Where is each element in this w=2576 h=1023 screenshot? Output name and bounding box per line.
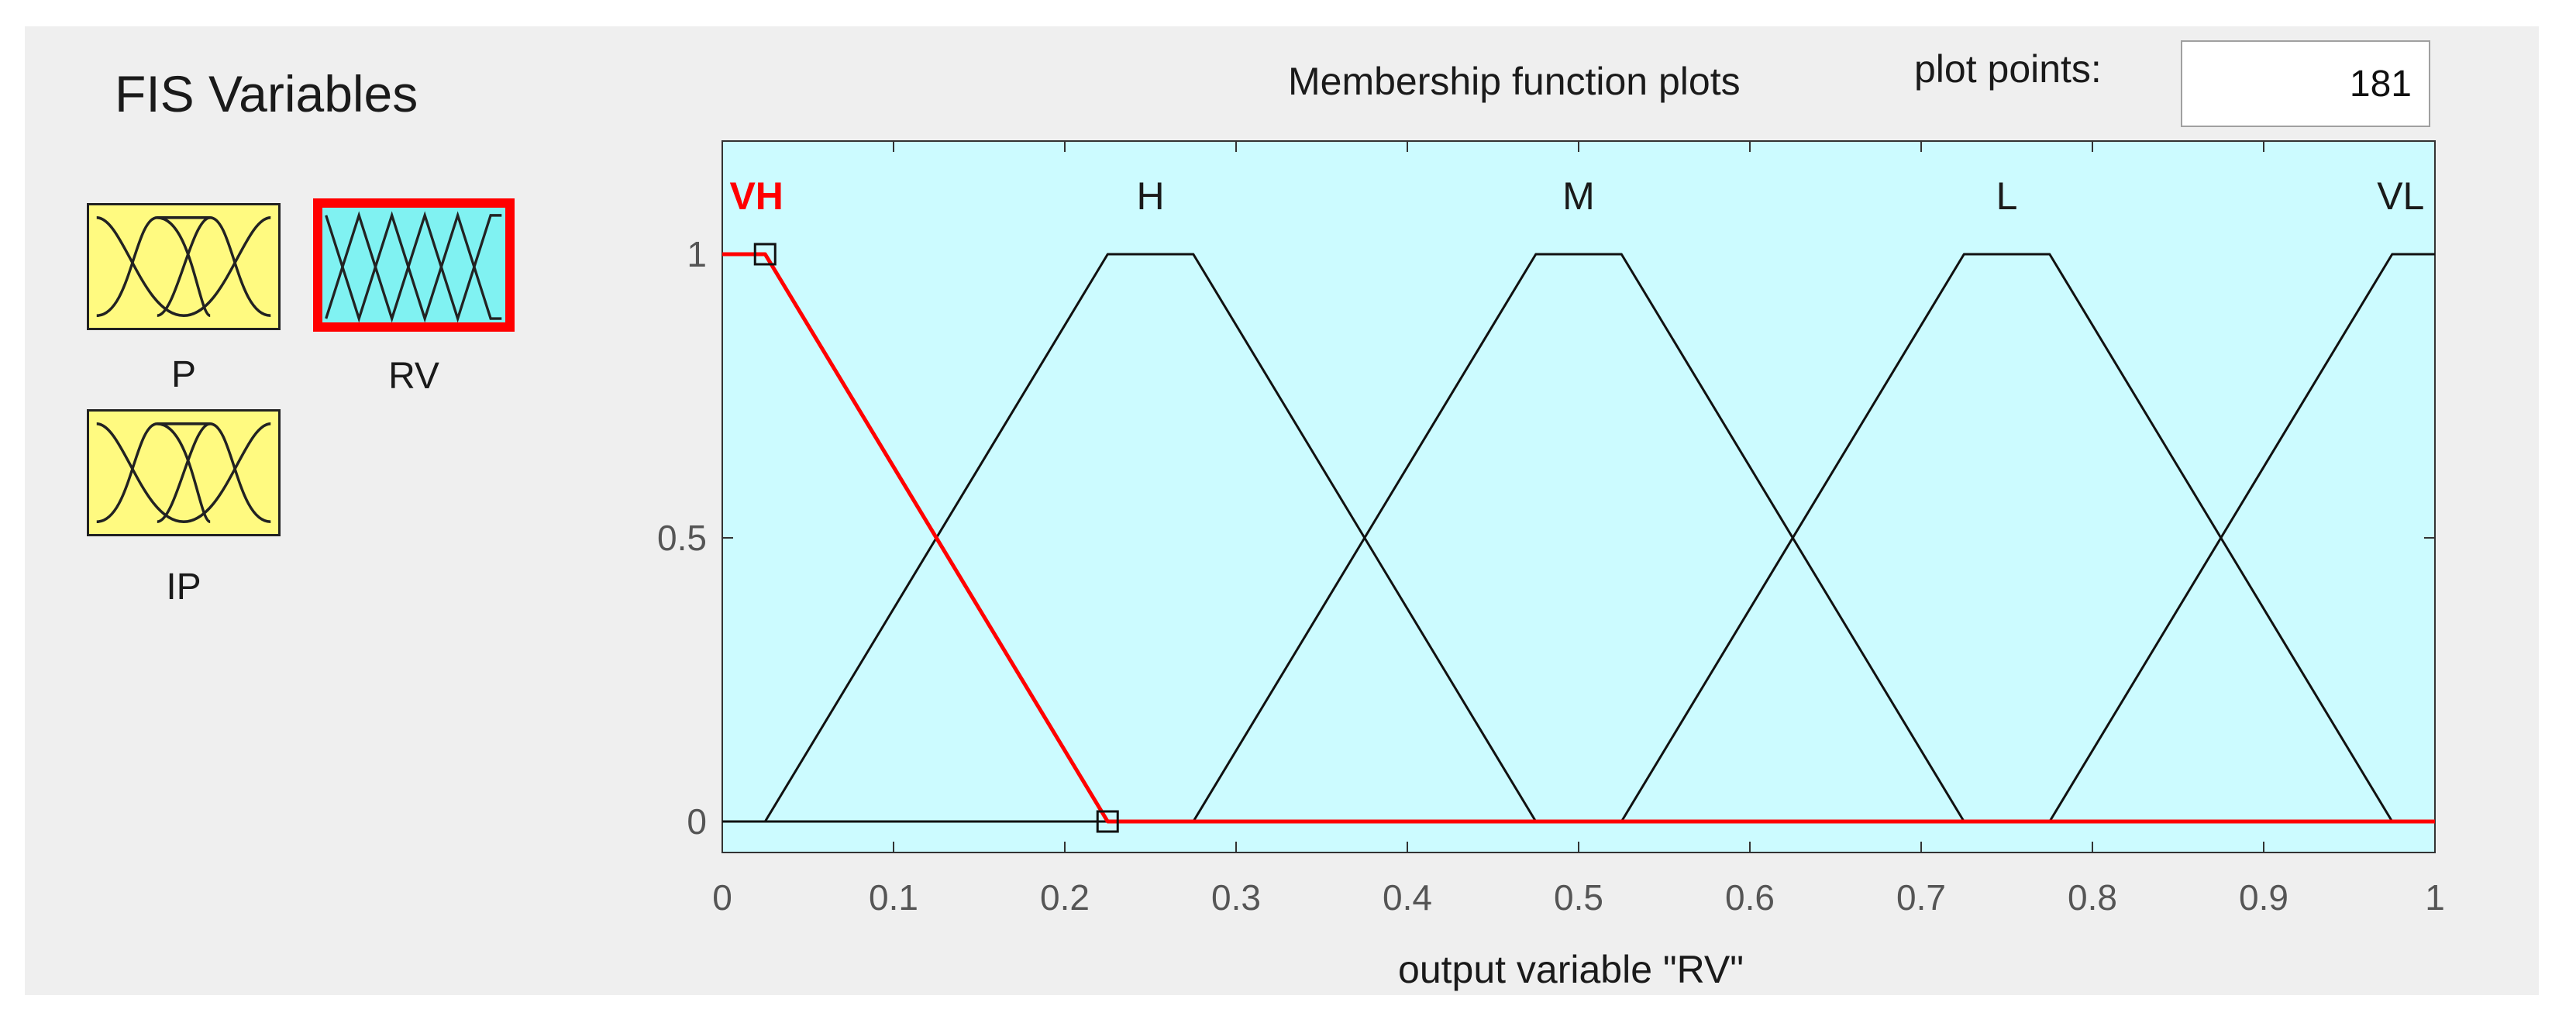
x-tick-label: 0.9 (2239, 877, 2288, 918)
x-tick-label: 0.4 (1383, 877, 1432, 918)
mf-label-h: H (1136, 174, 1164, 218)
fis-variable-label: IP (166, 567, 201, 608)
mf-label-vl: VL (2377, 174, 2424, 218)
fis-variable-rv[interactable]: RV (313, 198, 515, 408)
fis-variable-label: RV (388, 356, 439, 397)
x-tick-label: 0.6 (1725, 877, 1775, 918)
x-tick-label: 0.7 (1896, 877, 1946, 918)
plot-points-label: plot points: (1914, 47, 2102, 91)
input-mf-icon (87, 409, 281, 536)
y-tick-label: 0 (687, 801, 707, 842)
fis-variables-title: FIS Variables (115, 65, 418, 122)
mf-label-m: M (1562, 174, 1595, 218)
y-tick-label: 1 (687, 234, 707, 274)
mf-vertex-handle (753, 243, 777, 266)
x-axis-label: output variable "RV" (1398, 948, 1744, 991)
plot-area[interactable] (721, 140, 2436, 853)
x-tick-label: 0.2 (1040, 877, 1090, 918)
output-mf-icon (313, 198, 515, 332)
mf-label-l: L (1996, 174, 2018, 218)
fis-variable-label: P (170, 354, 196, 395)
x-tick-label: 1 (2425, 877, 2445, 918)
x-tick-label: 0.8 (2068, 877, 2117, 918)
x-tick-label: 0 (712, 877, 732, 918)
x-tick-label: 0.1 (869, 877, 918, 918)
y-tick-label: 0.5 (657, 518, 707, 558)
mf-label-vh: VH (729, 174, 783, 218)
input-mf-icon (87, 203, 281, 330)
fis-variable-p[interactable]: P (87, 203, 281, 394)
membership-function-plots-title: Membership function plots (1288, 60, 1741, 103)
mf-curve-vh (722, 252, 2435, 824)
x-tick-label: 0.3 (1211, 877, 1261, 918)
plot-points-input[interactable] (2181, 40, 2430, 127)
x-tick-label: 0.5 (1554, 877, 1603, 918)
mf-vertex-handle (1096, 810, 1119, 833)
fis-variable-ip[interactable]: IP (87, 409, 281, 611)
